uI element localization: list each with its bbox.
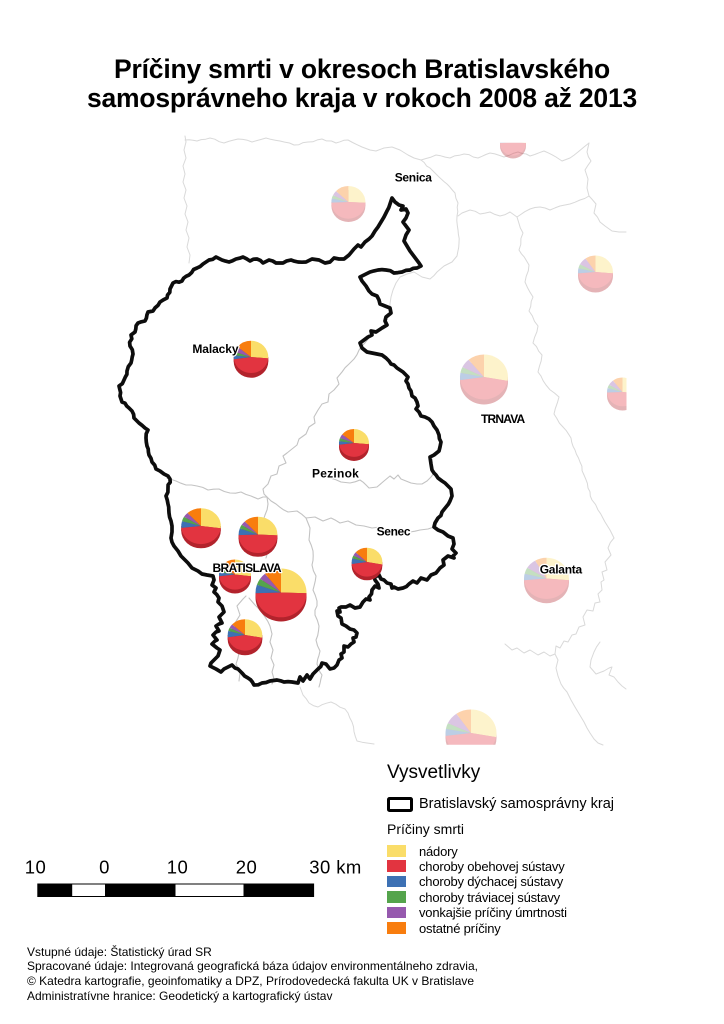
svg-text:Pezinok: Pezinok xyxy=(312,467,359,481)
svg-text:20: 20 xyxy=(236,857,257,878)
svg-text:0: 0 xyxy=(99,857,110,878)
svg-text:Senica: Senica xyxy=(395,171,433,185)
svg-text:Senec: Senec xyxy=(377,525,411,539)
svg-text:10: 10 xyxy=(167,857,188,878)
svg-text:Malacky: Malacky xyxy=(192,342,238,356)
svg-text:TRNAVA: TRNAVA xyxy=(481,412,526,426)
svg-text:Pezinok: Pezinok xyxy=(312,467,359,481)
svg-text:Senec: Senec xyxy=(377,525,411,539)
svg-text:Malacky: Malacky xyxy=(192,342,238,356)
svg-text:Galanta: Galanta xyxy=(540,563,583,577)
svg-text:Senica: Senica xyxy=(395,171,433,185)
svg-text:10: 10 xyxy=(25,857,46,878)
svg-text:BRATISLAVA: BRATISLAVA xyxy=(213,561,282,575)
svg-text:BRATISLAVA: BRATISLAVA xyxy=(213,561,282,575)
svg-text:TRNAVA: TRNAVA xyxy=(481,412,526,426)
svg-text:Galanta: Galanta xyxy=(540,563,583,577)
svg-text:30 km: 30 km xyxy=(309,857,361,878)
